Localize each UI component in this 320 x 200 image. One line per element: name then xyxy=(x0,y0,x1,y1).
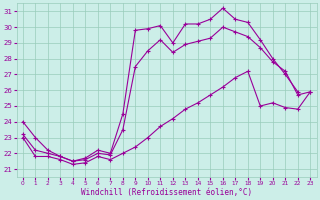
X-axis label: Windchill (Refroidissement éolien,°C): Windchill (Refroidissement éolien,°C) xyxy=(81,188,252,197)
